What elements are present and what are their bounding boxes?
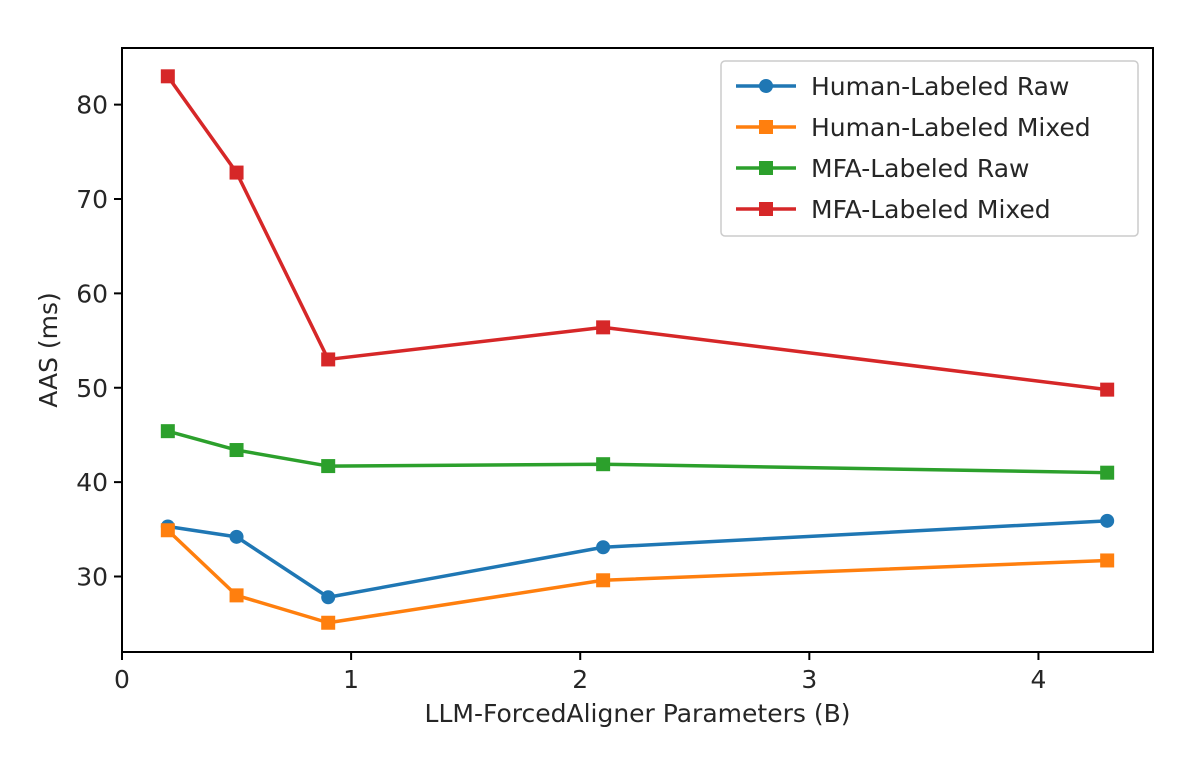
legend-swatch-marker	[759, 161, 773, 175]
data-point	[230, 588, 244, 602]
series-line-human-labeled-raw	[168, 521, 1107, 597]
series-line-mfa-labeled-raw	[168, 431, 1107, 473]
data-point	[230, 166, 244, 180]
data-point	[596, 320, 610, 334]
data-point	[161, 523, 175, 537]
data-point	[230, 530, 244, 544]
data-point	[321, 352, 335, 366]
y-axis-label: AAS (ms)	[34, 292, 63, 408]
legend-label: MFA-Labeled Mixed	[811, 195, 1051, 224]
data-point	[596, 540, 610, 554]
data-point	[1100, 466, 1114, 480]
series-human-labeled-mixed	[161, 523, 1114, 629]
legend-swatch-marker	[759, 202, 773, 216]
data-point	[321, 590, 335, 604]
y-tick-label: 40	[76, 468, 108, 497]
legend-swatch-marker	[759, 79, 773, 93]
legend-label: Human-Labeled Mixed	[811, 113, 1091, 142]
data-point	[161, 69, 175, 83]
data-point	[321, 459, 335, 473]
y-tick-label: 60	[76, 279, 108, 308]
x-tick-label: 0	[114, 665, 130, 694]
y-tick-label: 80	[76, 91, 108, 120]
data-point	[1100, 553, 1114, 567]
y-tick-label: 70	[76, 185, 108, 214]
legend: Human-Labeled Raw Human-Labeled Mixed MFA-…	[721, 61, 1138, 236]
series-human-labeled-raw	[161, 514, 1114, 604]
legend-swatch-marker	[759, 120, 773, 134]
data-point	[596, 457, 610, 471]
data-point	[1100, 383, 1114, 397]
x-tick-label: 1	[343, 665, 359, 694]
legend-label: MFA-Labeled Raw	[811, 154, 1029, 183]
data-point	[596, 573, 610, 587]
x-tick-label: 2	[572, 665, 588, 694]
legend-label: Human-Labeled Raw	[811, 72, 1069, 101]
data-point	[321, 616, 335, 630]
data-point	[161, 424, 175, 438]
x-tick-label: 3	[801, 665, 817, 694]
x-tick-label: 4	[1030, 665, 1046, 694]
y-tick-label: 50	[76, 374, 108, 403]
y-tick-label: 30	[76, 563, 108, 592]
data-point	[230, 443, 244, 457]
x-axis-label: LLM-ForcedAligner Parameters (B)	[425, 699, 851, 728]
series-mfa-labeled-raw	[161, 424, 1114, 480]
data-point	[1100, 514, 1114, 528]
